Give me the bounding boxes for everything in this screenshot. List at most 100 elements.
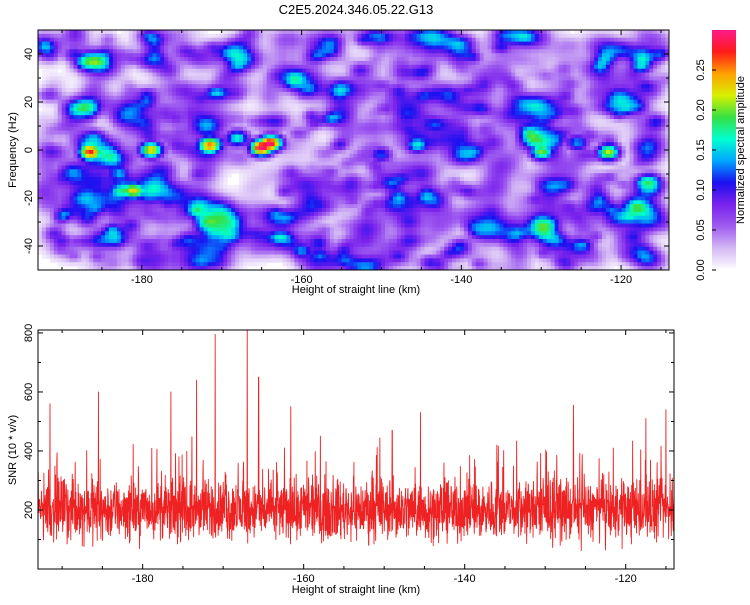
heatmap-cell <box>566 107 571 112</box>
heatmap-cell <box>377 91 382 97</box>
heatmap-cell <box>254 57 260 62</box>
heatmap-cell <box>388 103 394 108</box>
heatmap-cell <box>179 68 185 73</box>
heatmap-cell <box>69 134 74 139</box>
heatmap-cell <box>247 53 252 58</box>
heatmap-cell <box>290 126 295 132</box>
heatmap-cell <box>219 37 224 43</box>
heatmap-cell <box>349 60 354 66</box>
heatmap-cell <box>325 119 331 124</box>
heatmap-cell <box>448 72 453 77</box>
heatmap-cell <box>203 30 208 35</box>
heatmap-cell <box>215 142 220 147</box>
heatmap-cell <box>463 33 469 39</box>
heatmap-cell <box>586 88 591 93</box>
heatmap-cell <box>168 37 173 43</box>
heatmap-cell <box>523 41 528 46</box>
heatmap-cell <box>511 122 516 128</box>
heatmap-cell <box>645 88 650 93</box>
heatmap-cell <box>657 41 662 46</box>
heatmap-cell <box>223 84 228 89</box>
heatmap-cell <box>85 134 90 139</box>
heatmap-cell <box>97 64 102 70</box>
heatmap-cell <box>530 134 536 139</box>
heatmap-cell <box>586 142 591 147</box>
heatmap-cell <box>590 68 595 73</box>
heatmap-cell <box>77 103 82 108</box>
heatmap-cell <box>629 72 634 77</box>
heatmap-cell <box>365 84 370 89</box>
heatmap-cell <box>302 30 307 35</box>
heatmap-cell <box>168 84 173 89</box>
heatmap-cell <box>57 60 63 66</box>
heatmap-cell <box>286 57 291 62</box>
heatmap-cell <box>534 111 540 116</box>
heatmap-cell <box>164 138 169 143</box>
heatmap-cell <box>306 130 311 135</box>
heatmap-cell <box>617 41 623 46</box>
heatmap-cell <box>69 45 74 50</box>
heatmap-cell <box>483 115 488 120</box>
heatmap-cell <box>81 111 86 116</box>
heatmap-cell <box>282 115 287 120</box>
heatmap-cell <box>456 53 461 58</box>
heatmap-cell <box>235 91 240 97</box>
heatmap-cell <box>290 68 295 73</box>
heatmap-cell <box>657 33 662 39</box>
heatmap-cell <box>424 64 429 70</box>
heatmap-cell <box>562 119 567 124</box>
heatmap-cell <box>148 142 153 147</box>
heatmap-cell <box>381 53 386 58</box>
heatmap-cell <box>578 60 583 66</box>
heatmap-cell <box>633 138 638 143</box>
heatmap-cell <box>223 134 228 139</box>
heatmap-cell <box>519 142 524 147</box>
heatmap-cell <box>546 76 552 81</box>
heatmap-cell <box>38 130 43 135</box>
heatmap-cell <box>511 138 516 143</box>
heatmap-cell <box>191 107 197 112</box>
heatmap-cell <box>160 146 165 151</box>
heatmap-cell <box>357 37 362 43</box>
heatmap-cell <box>542 146 548 151</box>
heatmap-cell <box>456 60 461 66</box>
heatmap-cell <box>321 41 327 46</box>
heatmap-cell <box>215 64 220 70</box>
heatmap-cell <box>353 119 358 124</box>
heatmap-cell <box>570 142 575 147</box>
heatmap-cell <box>665 107 669 112</box>
heatmap-cell <box>247 115 252 120</box>
heatmap-cell <box>613 60 619 66</box>
heatmap-cell <box>325 146 331 151</box>
heatmap-cell <box>436 49 441 54</box>
heatmap-cell <box>519 33 524 39</box>
heatmap-cell <box>282 72 287 77</box>
heatmap-cell <box>495 33 500 39</box>
heatmap-cell <box>341 138 347 143</box>
heatmap-cell <box>152 126 157 132</box>
heatmap-cell <box>523 33 528 39</box>
heatmap-cell <box>534 119 540 124</box>
heatmap-cell <box>325 72 331 77</box>
heatmap-cell <box>546 84 552 89</box>
heatmap-cell <box>633 142 638 147</box>
heatmap-cell <box>578 146 583 151</box>
heatmap-cell <box>558 122 563 128</box>
heatmap-cell <box>377 72 382 77</box>
heatmap-cell <box>337 60 343 66</box>
heatmap-cell <box>373 91 378 97</box>
heatmap-cell <box>266 57 272 62</box>
heatmap-cell <box>503 107 508 112</box>
heatmap-cell <box>282 37 287 43</box>
heatmap-cell <box>542 138 548 143</box>
heatmap-cell <box>77 80 82 85</box>
heatmap-cell <box>550 33 556 39</box>
heatmap-cell <box>302 103 307 108</box>
heatmap-cell <box>558 111 563 116</box>
heatmap-cell <box>258 33 264 39</box>
heatmap-cell <box>404 45 410 50</box>
heatmap-cell <box>203 49 208 54</box>
heatmap-cell <box>219 107 224 112</box>
heatmap-cell <box>538 142 544 147</box>
heatmap-cell <box>290 91 295 97</box>
